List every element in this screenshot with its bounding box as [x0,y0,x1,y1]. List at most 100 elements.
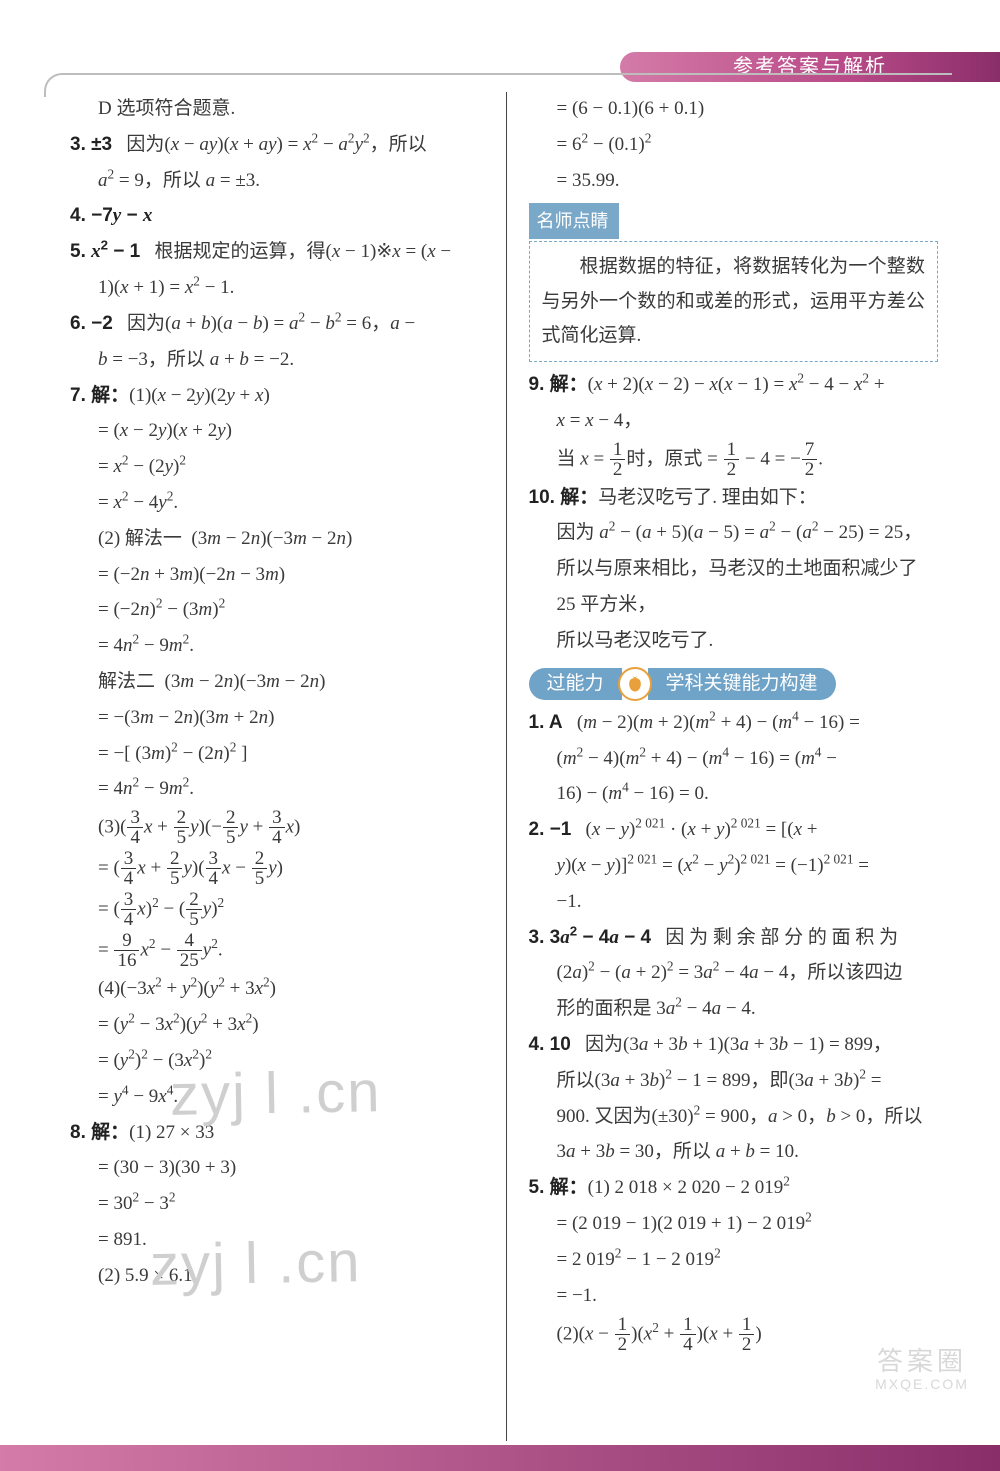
q4: 4. −7y − x [70,199,486,233]
tip-text: 根据数据的特征，将数据转化为一个整数与另外一个数的和或差的形式，运用平方差公式简… [542,250,926,353]
text: 形的面积是 3a2 − 4a − 4. [529,992,939,1026]
text: (3)(34x + 25y)(−25y + 34x) [70,808,486,847]
top-rule [68,73,952,75]
text: = −1. [529,1279,939,1313]
text: (1) 2 018 × 2 020 − 2 0192 [588,1177,790,1198]
text: 所以(3a + 3b)2 − 1 = 899，即(3a + 3b)2 = [529,1064,939,1098]
text: = 2 0192 − 1 − 2 0192 [529,1243,939,1277]
text: = (6 − 0.1)(6 + 0.1) [529,92,939,126]
text: = 4n2 − 9m2. [70,629,486,663]
text: = x2 − 4y2. [70,486,486,520]
text: = (34x + 25y)(34x − 25y) [70,849,486,888]
ans-label: 4. 10 [529,1034,571,1055]
text: 根据规定的运算，得(x − 1)※x = (x − [155,241,452,262]
ans-label: 3. ±3 [70,134,112,155]
ans-label: 4. −7y − x [70,205,152,226]
q6: 6. −2 因为(a + b)(a − b) = a2 − b2 = 6，a − [70,307,486,341]
text: (2) 5.9 × 6.1 [70,1259,486,1293]
text: 解法二 (3m − 2n)(−3m − 2n) [70,665,486,699]
q3: 3. ±3 因为(x − ay)(x + ay) = x2 − a2y2，所以 [70,128,486,162]
text: 16) − (m4 − 16) = 0. [529,777,939,811]
text: (x − y)2 021 · (x + y)2 021 = [(x + [586,819,818,840]
text: = (30 − 3)(30 + 3) [70,1151,486,1185]
text: = 35.99. [529,164,939,198]
text: = 302 − 32 [70,1187,486,1221]
text: x = x − 4， [529,404,939,438]
text: = (−2n)2 − (3m)2 [70,593,486,627]
text: 所以马老汉吃亏了. [529,624,939,658]
ans-label: 1. A [529,712,563,733]
pill-left: 过能力 [529,668,622,700]
text: 当 x = 12时，原式 = 12 − 4 = −72. [529,440,939,479]
text: = (y2)2 − (3x2)2 [70,1044,486,1078]
text: = (34x)2 − (25y)2 [70,890,486,929]
pill-right: 学科关键能力构建 [648,668,836,700]
badge-icon: 答案圈 MXQE.COM [862,1331,982,1401]
badge-line1: 答案圈 [877,1341,967,1378]
ans-label: 3. 3a2 − 4a − 4 [529,927,652,948]
tipbox: 根据数据的特征，将数据转化为一个整数与另外一个数的和或差的形式，运用平方差公式简… [529,241,939,362]
text: 因为(a + b)(a − b) = a2 − b2 = 6，a − [127,313,415,334]
b2: 2. −1 (x − y)2 021 · (x + y)2 021 = [(x … [529,813,939,847]
section-pill: 过能力 学科关键能力构建 [529,668,939,700]
q8: 8. 解：(1) 27 × 33 [70,1116,486,1150]
q10: 10. 解：马老汉吃亏了. 理由如下： [529,481,939,515]
text: = 891. [70,1223,486,1257]
b5: 5. 解：(1) 2 018 × 2 020 − 2 0192 [529,1171,939,1205]
q9: 9. 解：(x + 2)(x − 2) − x(x − 1) = x2 − 4 … [529,368,939,402]
ans-label: 10. 解： [529,487,599,508]
footer-band [0,1445,1000,1471]
text: = (x − 2y)(x + 2y) [70,414,486,448]
text: = (2 019 − 1)(2 019 + 1) − 2 0192 [529,1207,939,1241]
text: (m − 2)(m + 2)(m2 + 4) − (m4 − 16) = [577,712,860,733]
text: = 4n2 − 9m2. [70,772,486,806]
ans-label: 8. 解： [70,1122,129,1143]
b1: 1. A (m − 2)(m + 2)(m2 + 4) − (m4 − 16) … [529,706,939,740]
tipbox-title: 名师点睛 [529,203,619,239]
text: (1) 27 × 33 [129,1122,214,1143]
text: 25 平方米， [529,588,939,622]
text: −1. [529,885,939,919]
text: = 916x2 − 425y2. [70,931,486,970]
text: D 选项符合题意. [70,92,486,126]
apple-icon [618,667,652,701]
text: 3a + 3b = 30，所以 a + b = 10. [529,1135,939,1169]
text: 因 为 剩 余 部 分 的 面 积 为 [665,927,898,948]
text: 马老汉吃亏了. 理由如下： [598,487,817,508]
ans-label: 9. 解： [529,374,588,395]
ans-label: 7. 解： [70,385,129,406]
text: 因为(3a + 3b + 1)(3a + 3b − 1) = 899， [585,1034,892,1055]
text: = (y2 − 3x2)(y2 + 3x2) [70,1008,486,1042]
text: y)(x − y)]2 021 = (x2 − y2)2 021 = (−1)2… [529,849,939,883]
q7: 7. 解：(1)(x − 2y)(2y + x) [70,379,486,413]
right-column: = (6 − 0.1)(6 + 0.1) = 62 − (0.1)2 = 35.… [507,90,953,1441]
ans-label: 5. x2 − 1 [70,241,140,262]
left-column: D 选项符合题意. 3. ±3 因为(x − ay)(x + ay) = x2 … [60,90,506,1441]
text: = (−2n + 3m)(−2n − 3m) [70,558,486,592]
b4: 4. 10 因为(3a + 3b + 1)(3a + 3b − 1) = 899… [529,1028,939,1062]
text: (2) 解法一 (3m − 2n)(−3m − 2n) [70,522,486,556]
text: = 62 − (0.1)2 [529,128,939,162]
text: 因为 a2 − (a + 5)(a − 5) = a2 − (a2 − 25) … [529,516,939,550]
text: (2a)2 − (a + 2)2 = 3a2 − 4a − 4，所以该四边 [529,956,939,990]
text: (x + 2)(x − 2) − x(x − 1) = x2 − 4 − x2 … [588,374,885,395]
b3: 3. 3a2 − 4a − 4 因 为 剩 余 部 分 的 面 积 为 [529,921,939,955]
text: a2 = 9，所以 a = ±3. [70,164,486,198]
text: b = −3，所以 a + b = −2. [70,343,486,377]
text: (4)(−3x2 + y2)(y2 + 3x2) [70,972,486,1006]
header-band: 参考答案与解析 [620,52,1000,82]
text: (m2 − 4)(m2 + 4) − (m4 − 16) = (m4 − [529,742,939,776]
text: 所以与原来相比，马老汉的土地面积减少了 [529,552,939,586]
page: D 选项符合题意. 3. ±3 因为(x − ay)(x + ay) = x2 … [60,90,952,1441]
ans-label: 2. −1 [529,819,572,840]
text: = −[ (3m)2 − (2n)2 ] [70,737,486,771]
badge-line2: MXQE.COM [875,1376,969,1392]
q5: 5. x2 − 1 根据规定的运算，得(x − 1)※x = (x − [70,235,486,269]
text: 1)(x + 1) = x2 − 1. [70,271,486,305]
text: (1)(x − 2y)(2y + x) [129,385,270,406]
text: = x2 − (2y)2 [70,450,486,484]
text: = y4 − 9x4. [70,1080,486,1114]
ans-label: 6. −2 [70,313,113,334]
text: = −(3m − 2n)(3m + 2n) [70,701,486,735]
text: 900. 又因为(±30)2 = 900，a > 0，b > 0，所以 [529,1100,939,1134]
